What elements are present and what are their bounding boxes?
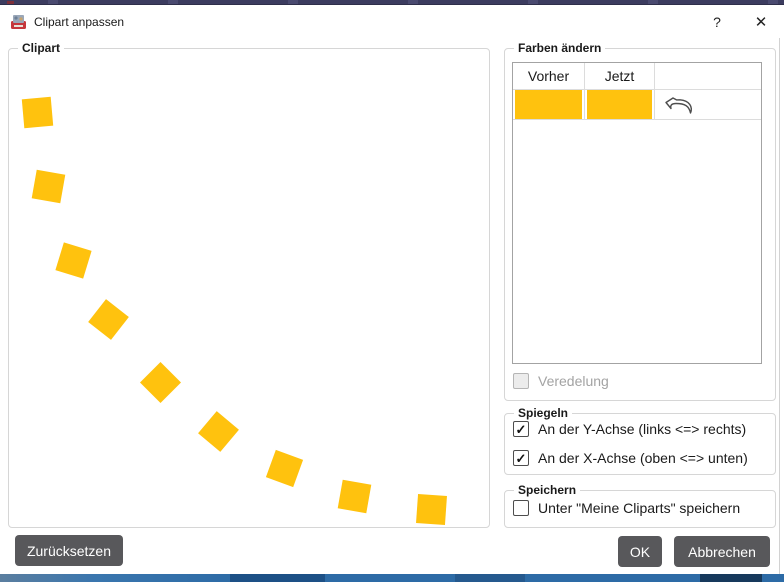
save-to-my-cliparts-row[interactable]: Unter "Meine Cliparts" speichern	[513, 500, 740, 516]
now-color-cell[interactable]	[585, 90, 655, 119]
mirror-y-axis-row[interactable]: An der Y-Achse (links <=> rechts)	[513, 421, 746, 437]
refinement-checkbox-label: Veredelung	[538, 373, 609, 389]
clipart-group-label: Clipart	[18, 41, 65, 55]
cancel-button[interactable]: Abbrechen	[674, 536, 770, 567]
bottom-strip-segment	[700, 574, 762, 582]
before-color-swatch	[515, 90, 582, 119]
save-to-my-cliparts-label[interactable]: Unter "Meine Cliparts" speichern	[538, 500, 741, 516]
dialog-title-bar: Clipart anpassen ? ✕	[0, 5, 784, 38]
app-icon	[10, 13, 27, 30]
save-to-my-cliparts-checkbox[interactable]	[513, 500, 529, 516]
before-color-cell	[513, 90, 585, 119]
reset-color-cell[interactable]	[655, 90, 761, 119]
clipart-square	[265, 449, 303, 487]
save-group-label: Speichern	[514, 483, 581, 497]
refinement-row: Veredelung	[513, 373, 609, 389]
column-header-before: Vorher	[513, 63, 585, 89]
clipart-square	[54, 241, 92, 279]
background-app-top-strip	[0, 0, 784, 5]
color-row	[513, 90, 761, 120]
clipart-preview-canvas	[9, 49, 489, 527]
clipart-square	[197, 410, 239, 452]
save-group: Speichern Unter "Meine Cliparts" speiche…	[504, 483, 776, 528]
ok-button[interactable]: OK	[618, 536, 662, 567]
column-header-actions	[655, 63, 761, 89]
clipart-square	[31, 169, 65, 203]
clipart-square	[337, 479, 371, 513]
bottom-strip-segment	[230, 574, 325, 582]
change-colors-group-label: Farben ändern	[514, 41, 606, 55]
bottom-strip-segment	[455, 574, 525, 582]
clipart-square	[87, 298, 129, 340]
mirror-group: Spiegeln An der Y-Achse (links <=> recht…	[504, 406, 776, 475]
mirror-x-axis-checkbox[interactable]	[513, 450, 529, 466]
clipart-square	[139, 361, 181, 403]
mirror-y-axis-checkbox[interactable]	[513, 421, 529, 437]
reset-button[interactable]: Zurücksetzen	[15, 535, 123, 566]
undo-arrow-icon[interactable]	[663, 93, 697, 117]
dialog-title: Clipart anpassen	[34, 15, 125, 29]
clipart-group: Clipart	[8, 41, 490, 528]
color-list-header: Vorher Jetzt	[513, 63, 761, 90]
background-app-bottom-strip	[0, 574, 784, 582]
background-app-edge	[779, 38, 780, 574]
mirror-x-axis-row[interactable]: An der X-Achse (oben <=> unten)	[513, 450, 748, 466]
mirror-x-axis-label[interactable]: An der X-Achse (oben <=> unten)	[538, 450, 748, 466]
mirror-y-axis-label[interactable]: An der Y-Achse (links <=> rechts)	[538, 421, 747, 437]
color-mapping-list: Vorher Jetzt	[512, 62, 762, 364]
change-colors-group: Farben ändern Vorher Jetzt	[504, 41, 776, 401]
help-button[interactable]: ?	[713, 14, 721, 30]
clipart-square	[415, 493, 447, 525]
mirror-group-label: Spiegeln	[514, 406, 573, 420]
clipart-square	[21, 96, 53, 128]
column-header-now: Jetzt	[585, 63, 655, 89]
background-app-red-mark	[7, 1, 14, 4]
refinement-checkbox	[513, 373, 529, 389]
close-button[interactable]: ✕	[754, 14, 768, 31]
now-color-swatch[interactable]	[587, 90, 652, 119]
